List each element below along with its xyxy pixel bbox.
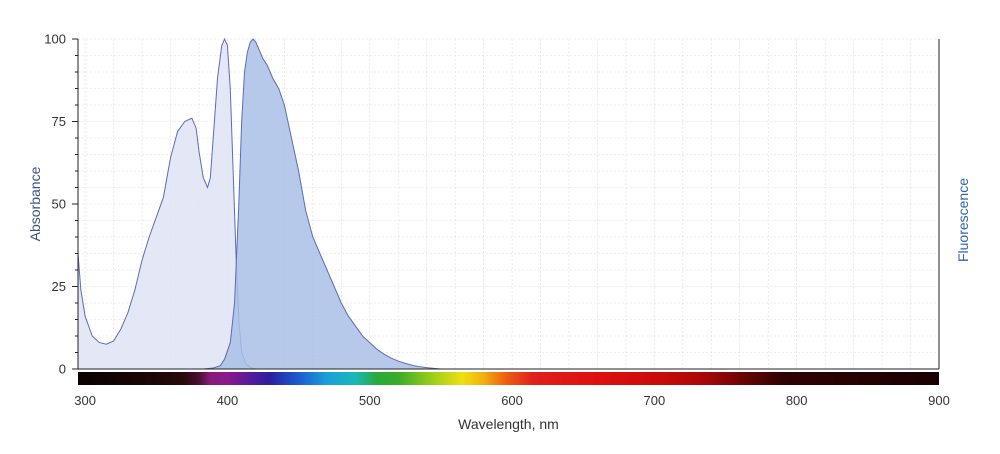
y-axis-title: Absorbance — [27, 166, 43, 241]
axes — [72, 38, 940, 370]
y-tick-label: 0 — [59, 362, 66, 377]
absorbance-area-line — [77, 37, 257, 370]
y-tick-label: 25 — [52, 279, 66, 294]
y-tick-label: 75 — [52, 114, 66, 129]
y-tick-label: 50 — [52, 197, 66, 212]
x-axis-title: Wavelength, nm — [458, 416, 559, 432]
tick-labels: 300 400 500 600 700 800 900 0 25 50 75 100 — [44, 32, 950, 409]
x-tick-label: 300 — [74, 393, 96, 408]
series-layer — [77, 37, 441, 370]
y2-axis-title: Fluorescence — [955, 178, 971, 262]
x-tick-label: 800 — [786, 393, 808, 408]
emission-area-line — [203, 38, 441, 370]
x-tick-label: 500 — [359, 393, 381, 408]
spectrum-bar — [78, 372, 939, 385]
x-tick-label: 600 — [501, 393, 523, 408]
emission-area — [203, 39, 441, 369]
absorbance-area — [78, 39, 256, 369]
x-tick-label: 900 — [928, 393, 950, 408]
y-tick-label: 100 — [44, 32, 66, 47]
x-tick-label: 400 — [217, 393, 239, 408]
x-tick-label: 700 — [644, 393, 666, 408]
